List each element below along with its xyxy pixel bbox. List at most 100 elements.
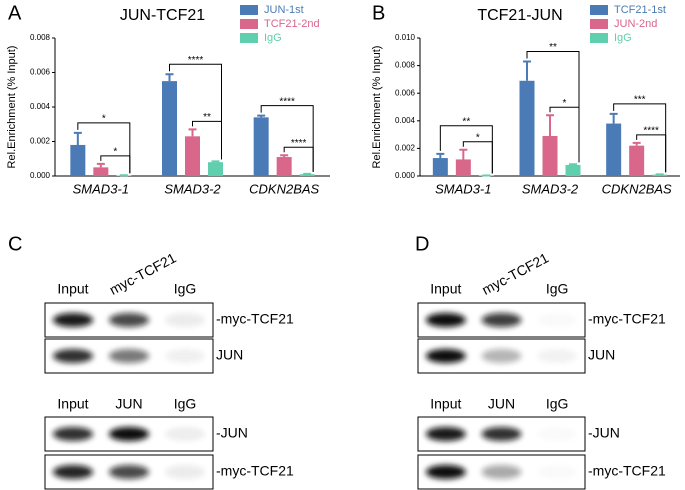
blot-column-label: Input [57,281,88,297]
blot-band [537,313,577,327]
y-tick-label: 0.004 [30,102,51,111]
y-tick-label: 0.008 [30,33,51,42]
bar [432,158,448,176]
legend-swatch [240,19,258,29]
significance-bracket [549,106,580,163]
legend-label: TCF21-1st [614,4,666,16]
legend-label: JUN-1st [264,4,304,16]
bar [162,81,177,176]
blot-column-label: IgG [546,396,569,412]
bar [185,136,200,176]
y-tick-label: 0.008 [395,61,416,70]
blot-band [425,465,466,479]
y-tick-label: 0.010 [395,33,416,42]
blot-band [108,349,150,363]
significance-bracket [636,134,667,173]
blot-band [108,427,150,441]
blot-band [481,427,522,441]
significance-label: * [476,132,480,143]
blot-column-label: Input [430,281,461,297]
bar [565,164,581,176]
x-tick-label: SMAD3-2 [164,181,221,196]
significance-bracket [169,63,222,160]
y-tick-label: 0.000 [30,171,51,180]
blot-row-label: -myc-TCF21 [588,311,666,327]
blot-band [481,465,522,479]
blot-band [52,349,94,363]
blot-column-label: myc-TCF21 [479,249,551,298]
bar [276,157,292,176]
y-axis-label: Rel.Enrichment (% Input) [6,46,18,169]
legend-label: IgG [614,32,632,44]
panel-label: B [372,2,385,24]
blot-band [108,313,150,327]
significance-bracket [462,141,493,174]
significance-label: ** [462,116,470,127]
legend-label: IgG [264,32,282,44]
bar [629,145,645,176]
x-tick-label: SMAD3-1 [73,181,129,196]
blot-row-label: -myc-TCF21 [216,311,294,327]
legend-swatch [240,33,258,43]
significance-label: **** [279,96,295,107]
y-tick-label: 0.006 [395,88,416,97]
error-bar [211,160,220,163]
legend-swatch [590,5,608,15]
legend-swatch [590,19,608,29]
blot-row-label: -myc-TCF21 [588,463,666,479]
blot-band [164,349,206,363]
bar [542,135,558,176]
significance-label: **** [291,138,307,149]
x-tick-label: SMAD3-2 [522,181,579,196]
blot-row-label: -myc-TCF21 [216,463,294,479]
blot-band [425,427,466,441]
legend-swatch [240,5,258,15]
chart-title: TCF21-JUN [477,7,562,24]
bar [299,174,315,176]
blot-band [425,313,466,327]
error-bar [632,141,641,146]
blot-column-label: IgG [174,396,197,412]
bar [93,167,109,176]
significance-bracket [77,122,131,174]
significance-bracket [100,155,131,174]
y-tick-label: 0.002 [30,137,51,146]
error-bar [436,152,445,159]
panel-label: C [8,233,22,255]
blot-band [52,465,94,479]
error-bar [165,73,174,82]
significance-label: **** [643,126,659,137]
significance-bracket [192,120,222,160]
error-bar [523,60,531,81]
bar [519,80,535,176]
significance-label: * [102,114,106,125]
blot-column-label: IgG [174,281,197,297]
legend-swatch [590,33,608,43]
significance-label: ** [203,112,211,123]
blot-row-label: JUN [588,347,615,363]
significance-bracket [283,146,314,172]
x-tick-label: SMAD3-1 [435,181,491,196]
blot-column-label: Input [430,396,461,412]
bar [606,123,622,176]
blot-column-label: JUN [488,396,515,412]
blot-band [537,349,578,363]
chart-title: JUN-TCF21 [120,7,205,24]
blot-row-label: -JUN [216,425,248,441]
blot-band [537,427,577,441]
bar [208,162,223,176]
error-bar [188,128,197,137]
blot-band [481,349,522,363]
bar [455,159,471,176]
bar [253,117,269,176]
blot-band [108,465,150,479]
significance-label: * [113,147,117,158]
blot-band [425,349,466,363]
blot-column-label: myc-TCF21 [107,249,179,298]
error-bar [96,162,105,168]
error-bar [257,114,266,118]
blot-band [52,313,94,327]
error-bar [280,154,289,158]
significance-bracket [260,105,314,172]
